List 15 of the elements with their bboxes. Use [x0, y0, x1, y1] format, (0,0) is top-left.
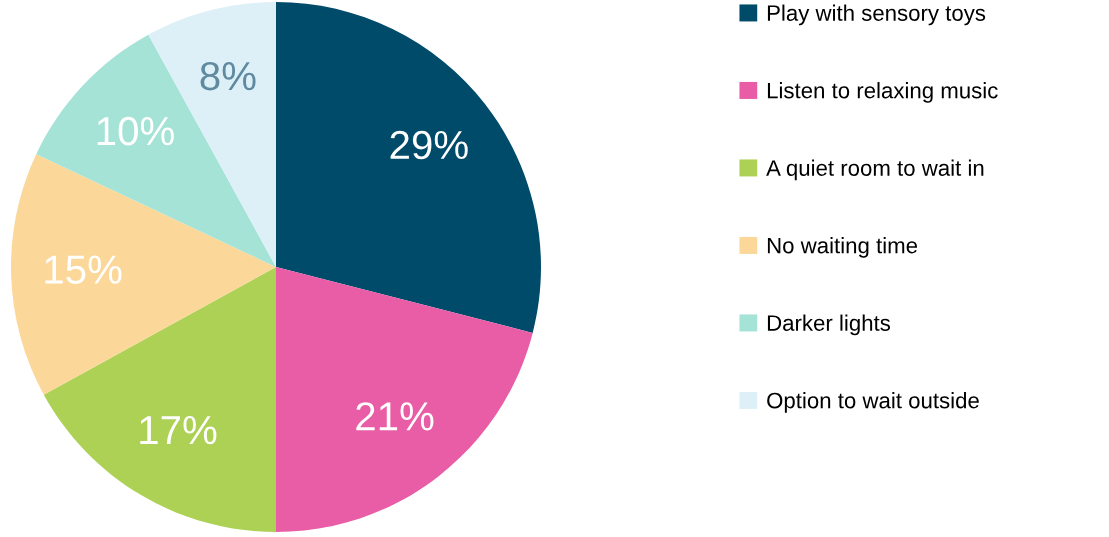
legend-label: Darker lights	[767, 314, 891, 336]
legend-label: Play with sensory toys	[767, 4, 986, 26]
pie-slice	[276, 2, 541, 333]
data-label: 21%	[356, 402, 434, 431]
legend-label: No waiting time	[767, 237, 918, 258]
data-label: 29%	[390, 130, 468, 160]
data-label: 17%	[140, 415, 217, 445]
data-label: 15%	[45, 255, 122, 284]
data-label: 10%	[97, 116, 174, 146]
pie-slice	[11, 154, 276, 395]
pie-slice	[276, 267, 533, 532]
data-label: 8%	[200, 61, 256, 91]
legend-label: Option to wait outside	[767, 392, 979, 413]
legend-label: Listen to relaxing music	[767, 82, 998, 103]
legend-label: A quiet room to wait in	[766, 159, 984, 181]
